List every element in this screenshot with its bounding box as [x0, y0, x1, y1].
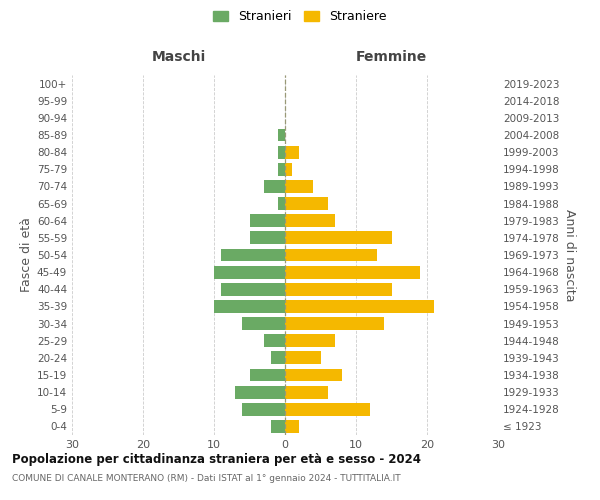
Bar	[285, 334, 335, 347]
Bar	[285, 266, 420, 278]
Text: Maschi: Maschi	[151, 50, 206, 64]
Bar	[235, 386, 285, 398]
Bar	[285, 403, 370, 415]
Bar	[271, 420, 285, 433]
Legend: Stranieri, Straniere: Stranieri, Straniere	[209, 6, 391, 26]
Text: Femmine: Femmine	[356, 50, 427, 64]
Bar	[285, 163, 292, 175]
Bar	[250, 214, 285, 227]
Bar	[242, 317, 285, 330]
Bar	[285, 420, 299, 433]
Bar	[221, 248, 285, 262]
Text: COMUNE DI CANALE MONTERANO (RM) - Dati ISTAT al 1° gennaio 2024 - TUTTITALIA.IT: COMUNE DI CANALE MONTERANO (RM) - Dati I…	[12, 474, 401, 483]
Bar	[264, 334, 285, 347]
Bar	[214, 300, 285, 313]
Bar	[278, 146, 285, 158]
Text: Popolazione per cittadinanza straniera per età e sesso - 2024: Popolazione per cittadinanza straniera p…	[12, 452, 421, 466]
Bar	[264, 180, 285, 193]
Bar	[278, 163, 285, 175]
Bar	[285, 197, 328, 210]
Bar	[285, 368, 342, 382]
Bar	[285, 317, 385, 330]
Bar	[278, 197, 285, 210]
Bar	[285, 300, 434, 313]
Bar	[214, 266, 285, 278]
Bar	[278, 128, 285, 141]
Bar	[285, 352, 320, 364]
Bar	[285, 386, 328, 398]
Bar	[250, 368, 285, 382]
Bar	[285, 283, 392, 296]
Bar	[242, 403, 285, 415]
Bar	[285, 232, 392, 244]
Bar	[285, 248, 377, 262]
Y-axis label: Fasce di età: Fasce di età	[20, 218, 33, 292]
Bar	[250, 232, 285, 244]
Bar	[221, 283, 285, 296]
Y-axis label: Anni di nascita: Anni di nascita	[563, 209, 576, 301]
Bar	[285, 146, 299, 158]
Bar	[285, 180, 313, 193]
Bar	[285, 214, 335, 227]
Bar	[271, 352, 285, 364]
